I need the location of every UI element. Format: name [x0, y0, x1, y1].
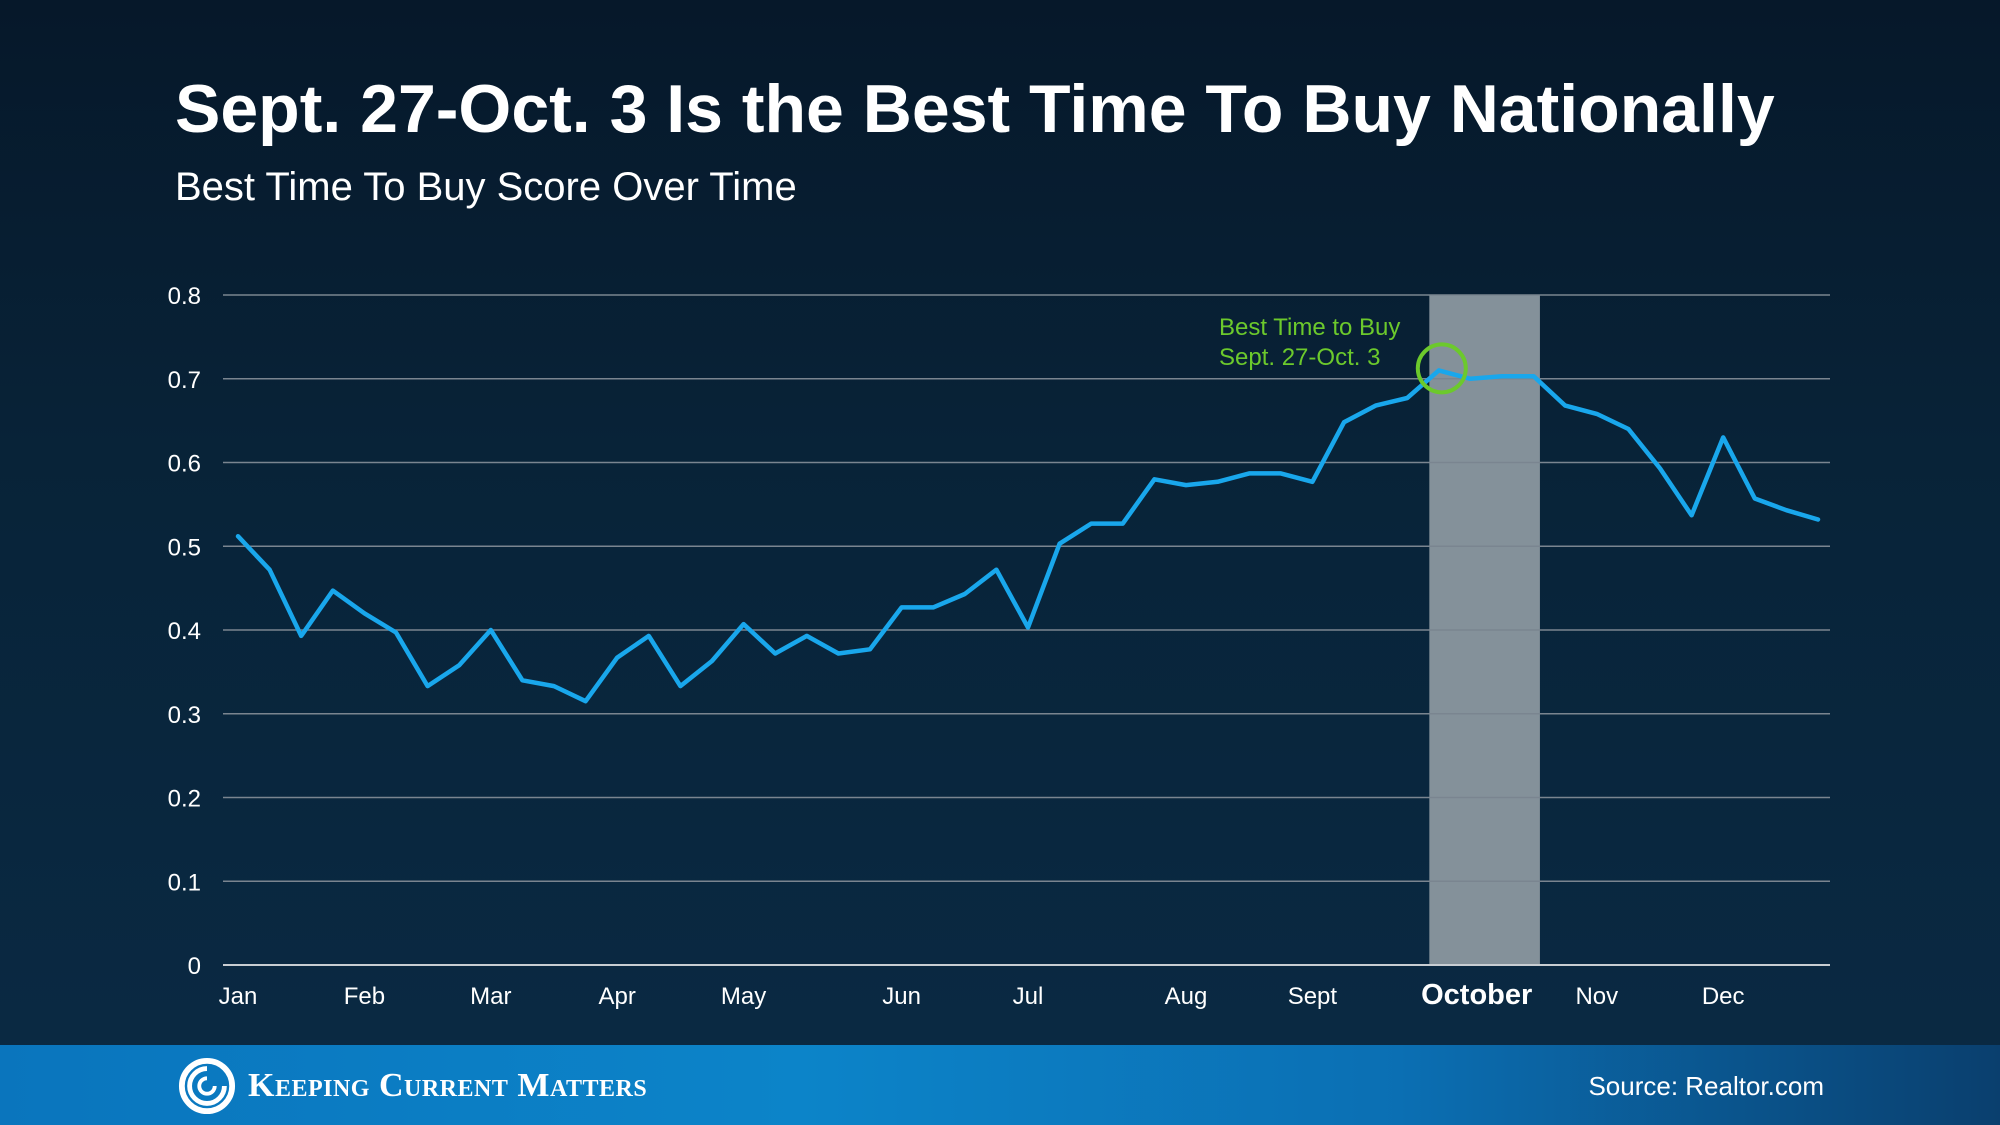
x-tick-label: Sept: [1288, 983, 1338, 1010]
x-tick-label: Jul: [1013, 983, 1044, 1010]
x-tick-label: May: [721, 983, 766, 1010]
y-tick-label: 0.8: [168, 283, 201, 310]
annotation-layer: Best Time to Buy Sept. 27-Oct. 3: [1219, 314, 1468, 395]
x-tick-label: Feb: [344, 983, 385, 1010]
x-tick-label: Mar: [470, 983, 511, 1010]
line-chart: 0 0.1 0.2 0.3 0.4 0.5 0.6 0.7 0.8 Jan Feb Mar Apr Ma…: [168, 283, 1830, 1011]
x-tick-label: Nov: [1575, 983, 1618, 1010]
kcm-logo-icon: [178, 1057, 236, 1115]
x-tick-label: Jan: [219, 983, 258, 1010]
y-tick-label: 0.3: [168, 702, 201, 729]
y-tick-label: 0.5: [168, 534, 201, 561]
annotation-circle: [1415, 342, 1468, 395]
annotation-label: Best Time to Buy: [1219, 314, 1400, 341]
series-line-layer: [235, 368, 1821, 704]
y-axis-ticks: 0 0.1 0.2 0.3 0.4 0.5 0.6 0.7 0.8: [168, 283, 201, 980]
y-tick-label: 0.1: [168, 869, 201, 896]
y-tick-label: 0: [188, 953, 201, 980]
x-tick-label: Dec: [1702, 983, 1745, 1010]
series-line: [235, 368, 1821, 704]
x-tick-label: Apr: [599, 983, 636, 1010]
x-tick-label: Jun: [882, 983, 921, 1010]
y-tick-label: 0.6: [168, 451, 201, 478]
gridlines: [223, 294, 1830, 966]
x-tick-label: Aug: [1165, 983, 1208, 1010]
footer-bar: Keeping Current Matters Source: Realtor.…: [0, 1045, 2000, 1125]
y-tick-label: 0.2: [168, 786, 201, 813]
brand-name: Keeping Current Matters: [248, 1067, 648, 1104]
chart-title: Sept. 27-Oct. 3 Is the Best Time To Buy …: [175, 71, 1775, 147]
x-tick-label: October: [1421, 979, 1532, 1011]
annotation-label: Sept. 27-Oct. 3: [1219, 344, 1380, 371]
chart-subtitle: Best Time To Buy Score Over Time: [175, 165, 797, 209]
source-note: Source: Realtor.com: [1588, 1071, 1824, 1101]
x-axis-ticks: Jan Feb Mar Apr May Jun Jul Aug Sept October Nov De…: [219, 979, 1745, 1011]
y-tick-label: 0.7: [168, 367, 201, 394]
y-tick-label: 0.4: [168, 618, 201, 645]
